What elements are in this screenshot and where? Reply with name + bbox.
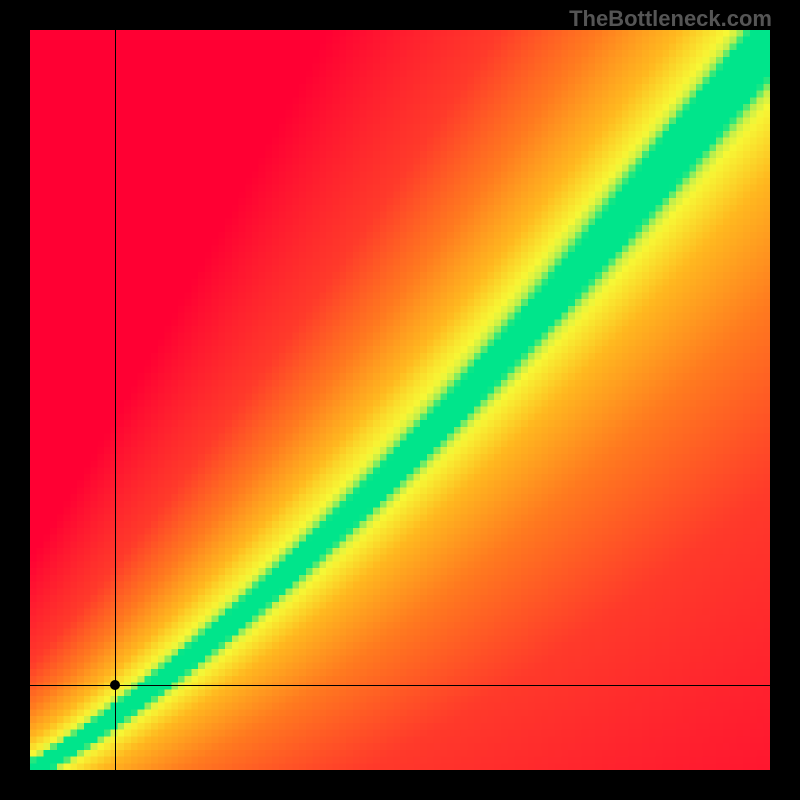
heatmap-plot [30, 30, 770, 770]
crosshair-vertical [115, 30, 116, 770]
heatmap-canvas [30, 30, 770, 770]
crosshair-marker [110, 680, 120, 690]
crosshair-horizontal [30, 685, 770, 686]
watermark-text: TheBottleneck.com [569, 6, 772, 32]
